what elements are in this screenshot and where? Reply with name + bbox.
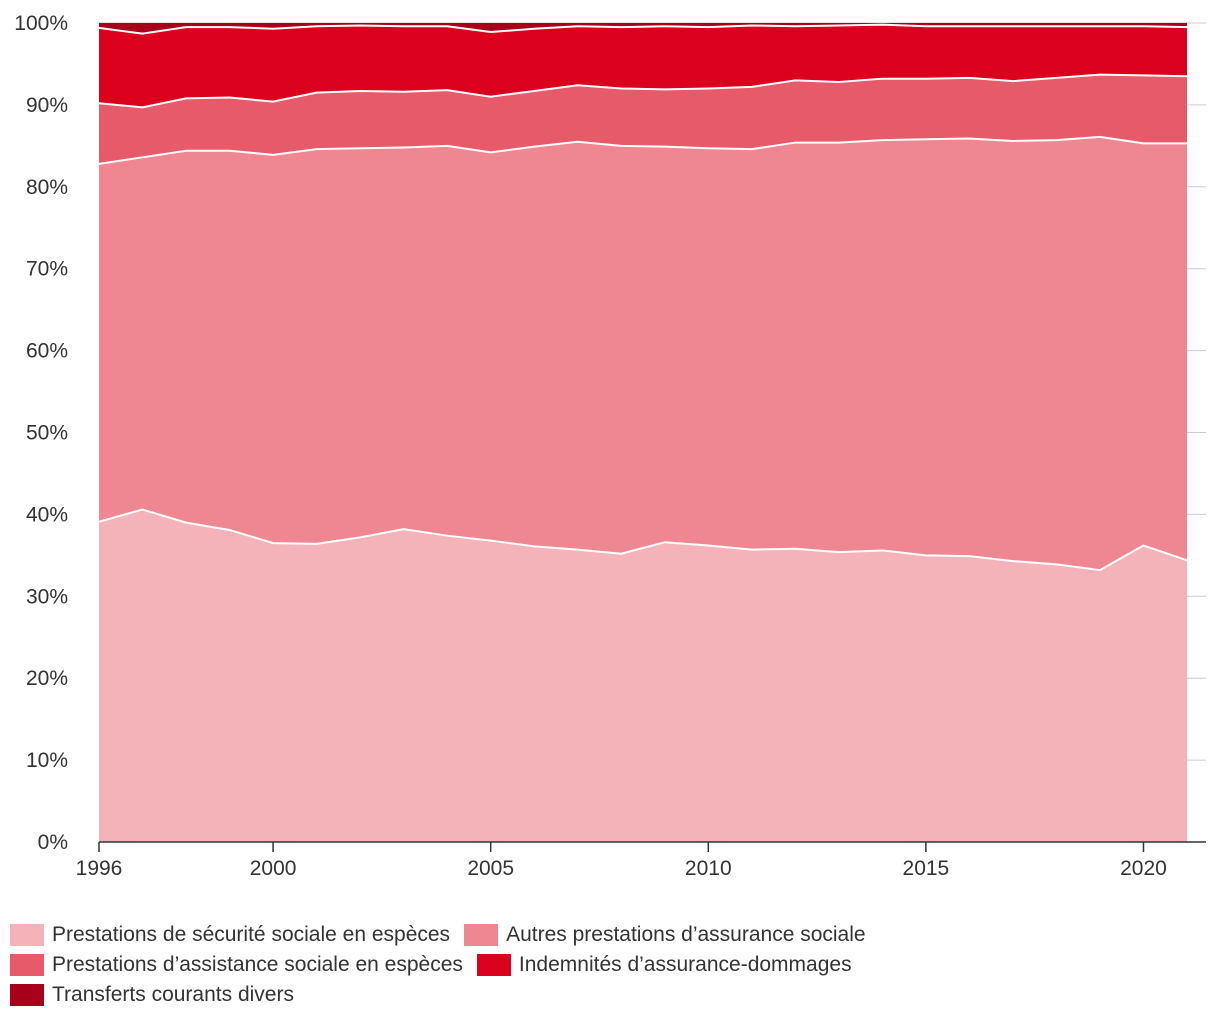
legend-label: Indemnités d’assurance-dommages [518, 953, 852, 976]
legend-item-securite-sociale: Prestations de sécurité sociale en espèc… [10, 923, 450, 947]
x-tick-label: 2000 [250, 857, 297, 880]
x-tick-label: 1996 [76, 857, 123, 880]
y-tick-label: 50% [26, 422, 68, 445]
legend: Prestations de sécurité sociale en espèc… [10, 920, 1210, 1010]
legend-label: Prestations d’assistance sociale en espè… [52, 953, 463, 976]
y-tick-label: 80% [26, 176, 68, 199]
area-series-0 [99, 509, 1187, 842]
legend-row: Transferts courants divers [10, 980, 1210, 1010]
legend-swatch [464, 924, 499, 946]
y-tick-label: 20% [26, 667, 68, 690]
y-tick-label: 70% [26, 258, 68, 281]
y-tick-label: 60% [26, 340, 68, 363]
area-series [99, 23, 1187, 842]
y-tick-label: 10% [26, 749, 68, 772]
y-tick-label: 100% [14, 12, 68, 35]
y-tick-label: 30% [26, 585, 68, 608]
legend-swatch [476, 954, 511, 976]
legend-swatch [10, 984, 44, 1006]
series-boundary-2 [98, 73, 1188, 109]
legend-item-transferts-divers: Transferts courants divers [10, 983, 294, 1007]
series-boundaries [98, 23, 1188, 572]
chart-area: 0% 10% 20% 30% 40% 50% 60% 70% 80% 90% 100% 1996 200… [14, 12, 1206, 880]
legend-swatch [10, 954, 44, 976]
legend-row: Prestations de sécurité sociale en espèc… [10, 920, 1210, 950]
legend-label: Autres prestations d’assurance sociale [506, 923, 866, 946]
legend-item-assistance-sociale: Prestations d’assistance sociale en espè… [10, 953, 463, 977]
legend-row: Prestations d’assistance sociale en espè… [10, 950, 1210, 980]
x-tick-label: 2015 [903, 857, 950, 880]
area-series-2 [99, 74, 1187, 164]
y-tick-label: 0% [38, 831, 68, 854]
legend-swatch [10, 924, 44, 946]
legend-item-assurance-dommages: Indemnités d’assurance-dommages [476, 953, 852, 977]
legend-item-autres-assurance: Autres prestations d’assurance sociale [464, 923, 866, 947]
y-tick-label: 40% [26, 503, 68, 526]
area-series-3 [99, 24, 1187, 108]
axes: 0% 10% 20% 30% 40% 50% 60% 70% 80% 90% 100% 1996 200… [14, 12, 1206, 880]
series-boundary-3 [98, 23, 1188, 35]
area-series-1 [99, 136, 1187, 571]
series-boundary-0 [98, 508, 1188, 572]
series-boundary-1 [98, 135, 1187, 165]
stacked-area-chart: 0% 10% 20% 30% 40% 50% 60% 70% 80% 90% 100% 1996 200… [14, 12, 1206, 880]
x-tick-label: 2005 [467, 857, 514, 880]
legend-label: Transferts courants divers [52, 983, 294, 1006]
x-tick-label: 2010 [685, 857, 732, 880]
y-tick-label: 90% [26, 94, 68, 117]
legend-label: Prestations de sécurité sociale en espèc… [52, 923, 451, 946]
x-tick-label: 2020 [1120, 857, 1167, 880]
